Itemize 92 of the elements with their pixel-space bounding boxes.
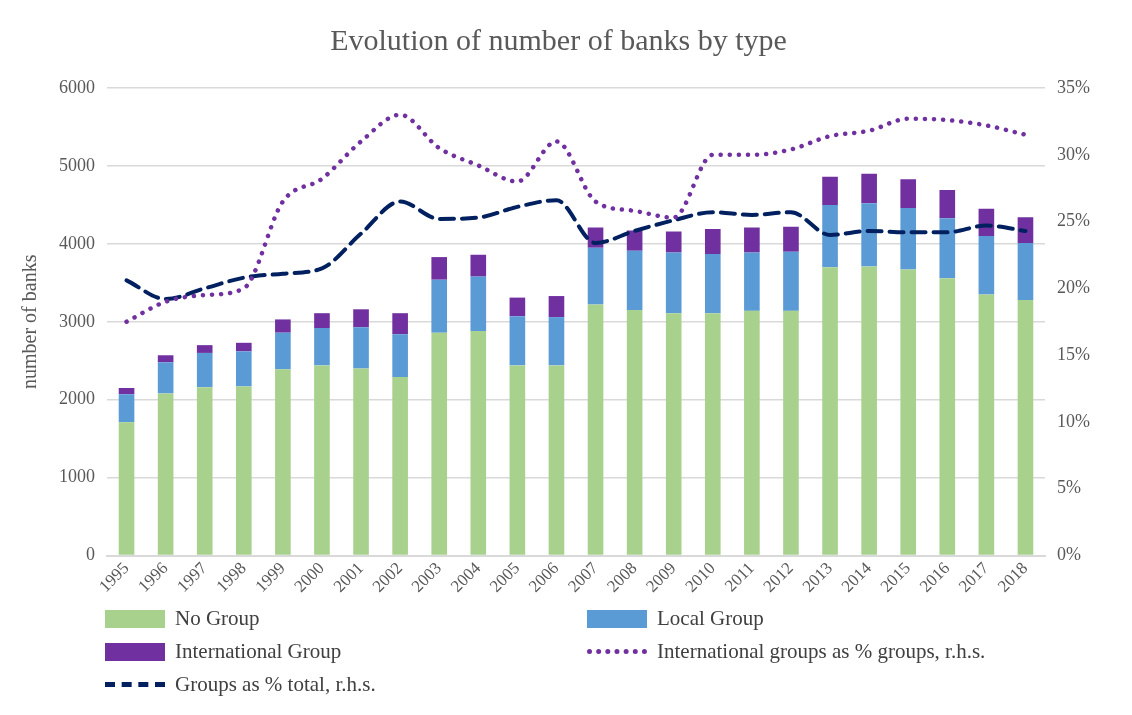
bar [431, 279, 448, 333]
y2-tick-label: 5% [1057, 477, 1082, 498]
y-tick-label: 5000 [59, 154, 95, 175]
bar [822, 176, 838, 205]
y2-tick-label: 30% [1057, 143, 1091, 164]
legend-label: International groups as % groups, r.h.s. [657, 639, 986, 664]
bar [822, 204, 838, 268]
bar [900, 269, 917, 555]
y2-tick-label: 20% [1057, 277, 1091, 298]
bar [783, 310, 799, 555]
line-series [124, 112, 1028, 325]
y2-tick-label: 0% [1057, 544, 1082, 565]
bar [392, 313, 408, 335]
y-tick-label: 1000 [59, 466, 95, 487]
y-tick-label: 2000 [59, 388, 95, 409]
bar [665, 313, 682, 555]
bar [470, 276, 487, 332]
bar [157, 362, 174, 394]
bar [783, 226, 799, 252]
legend-label: International Group [175, 639, 342, 664]
y2-tick-label: 15% [1057, 343, 1091, 364]
bar [275, 369, 291, 555]
bar [314, 328, 330, 366]
bar [431, 257, 448, 280]
bar [392, 334, 408, 378]
y-tick-label: 0 [86, 544, 95, 565]
bar [861, 266, 877, 555]
legend-label: Local Group [657, 606, 764, 631]
bar [353, 368, 369, 555]
bar [861, 173, 877, 204]
bar [939, 218, 956, 279]
y-tick-label: 6000 [59, 76, 95, 97]
bar [1017, 243, 1034, 300]
y2-tick-label: 35% [1057, 76, 1091, 97]
bar [978, 236, 995, 295]
bar [861, 203, 877, 267]
bar [626, 250, 643, 311]
bar [822, 267, 838, 555]
chart-title: Evolution of number of banks by type [330, 22, 787, 56]
bar [509, 316, 526, 366]
bar [548, 296, 565, 318]
bar [744, 227, 760, 253]
bar [157, 393, 174, 555]
bar [783, 251, 799, 311]
y2-tick-label: 10% [1057, 410, 1091, 431]
y2-tick-label: 25% [1057, 210, 1091, 231]
bar [939, 190, 956, 219]
bar [548, 365, 565, 555]
bar [978, 294, 995, 555]
bar [509, 365, 526, 555]
bar [587, 304, 604, 555]
bar [900, 208, 917, 270]
bar [939, 278, 956, 555]
bar [235, 386, 252, 555]
legend-label: Groups as % total, r.h.s. [175, 672, 376, 697]
bar [196, 352, 213, 388]
bar [196, 387, 213, 555]
bar [470, 331, 487, 555]
bar [118, 422, 135, 555]
bar [665, 231, 682, 253]
y-tick-label: 4000 [59, 232, 95, 253]
bar [704, 229, 721, 254]
bar [431, 332, 448, 555]
bar [744, 310, 760, 555]
bar [314, 313, 330, 328]
bar [353, 327, 369, 369]
y-axis-title: number of banks [18, 254, 41, 389]
bar [665, 252, 682, 314]
bar [626, 310, 643, 555]
bar [704, 253, 721, 314]
bar [587, 247, 604, 305]
bar [235, 342, 252, 352]
line-series [124, 198, 1028, 302]
legend-label: No Group [175, 606, 260, 631]
y-tick-label: 3000 [59, 310, 95, 331]
bar [275, 319, 291, 333]
bar [470, 254, 487, 277]
bar [744, 252, 760, 311]
bar [704, 313, 721, 555]
bar [392, 377, 408, 555]
bar [196, 345, 213, 353]
bar [157, 355, 174, 363]
bar [275, 332, 291, 370]
bar [353, 309, 369, 328]
bar [118, 394, 135, 423]
bar [118, 388, 135, 395]
bar [548, 317, 565, 366]
bar [1017, 299, 1034, 555]
bar [235, 351, 252, 387]
bar [509, 297, 526, 317]
bar [900, 179, 917, 208]
bar [314, 365, 330, 555]
